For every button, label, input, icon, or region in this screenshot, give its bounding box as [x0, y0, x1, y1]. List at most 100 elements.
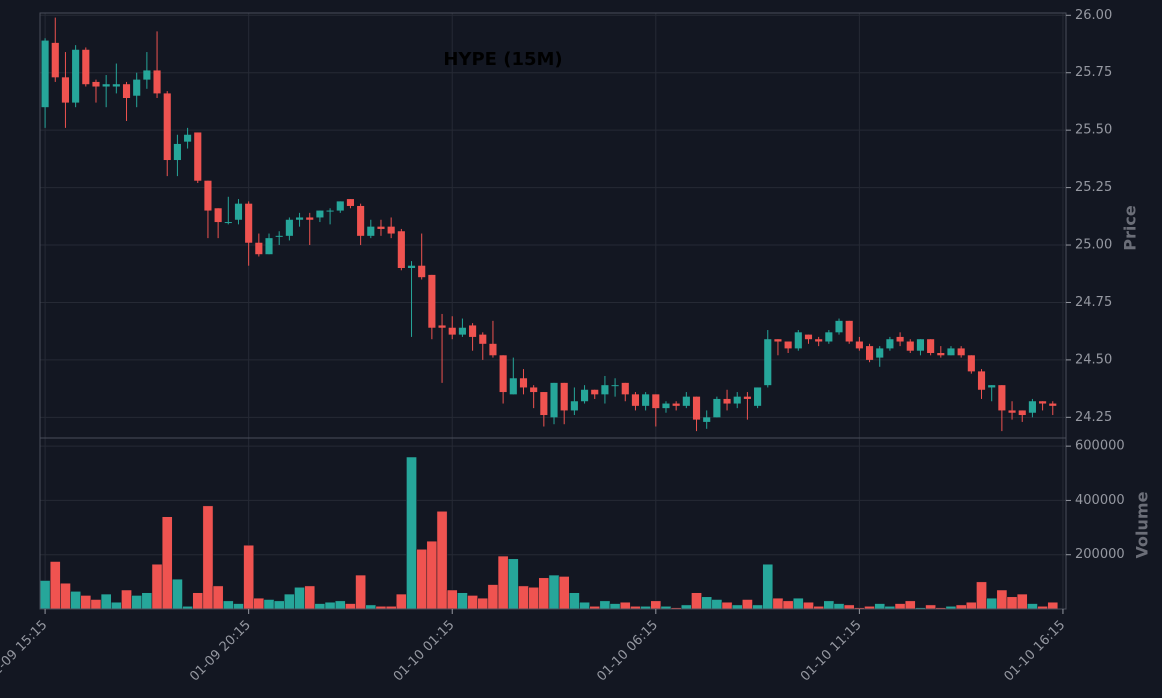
volume-bar [986, 597, 998, 610]
candle-body [61, 77, 70, 103]
volume-bar [894, 603, 906, 610]
candle-body [733, 396, 741, 404]
volume-bar [345, 603, 356, 610]
candle-body [876, 348, 884, 358]
candle-body [448, 327, 456, 335]
candle-body [794, 332, 802, 349]
candle-body [906, 341, 914, 351]
volume-bar [579, 601, 590, 610]
candle-body [967, 355, 975, 372]
volume-bar [324, 601, 336, 610]
candle-body [489, 343, 497, 356]
volume-bar [843, 604, 855, 610]
candle-body [947, 348, 955, 356]
candle-body [499, 355, 507, 393]
candle-body [224, 222, 232, 224]
volume-bar [762, 563, 774, 610]
candle-body [774, 339, 782, 342]
volume-bar [192, 592, 204, 610]
candle-body [509, 378, 517, 395]
candle-body [815, 339, 823, 342]
volume-bar [833, 603, 845, 610]
candle-body [1028, 401, 1036, 413]
chart-title: HYPE (15M) [443, 49, 562, 70]
candle-body [316, 210, 324, 218]
y-tick-label: 24.50 [1075, 352, 1112, 367]
y-tick-label: 25.25 [1075, 180, 1112, 195]
candle-body [82, 49, 90, 85]
volume-bar [599, 600, 611, 610]
candle-body [102, 84, 110, 87]
volume-bar [477, 597, 489, 610]
volume-bar [619, 601, 631, 610]
candle-body [916, 339, 925, 351]
candle-body [377, 226, 385, 229]
candle-body [428, 274, 436, 328]
volume-bar [721, 601, 733, 610]
y-axis-label: Price [1121, 205, 1140, 251]
candle-body [692, 396, 701, 420]
volume-bar [772, 597, 784, 610]
volume-bar [1027, 603, 1038, 610]
volume-bar [436, 511, 448, 610]
candle-body [631, 394, 640, 406]
candle-body [275, 235, 283, 237]
volume-bar [701, 596, 713, 610]
marks [39, 17, 1059, 610]
candle-body [346, 199, 355, 206]
candle-body [458, 327, 466, 335]
candle-body [550, 382, 558, 418]
y2-tick-label: 600000 [1075, 439, 1125, 454]
candle-body [621, 382, 629, 395]
candle-body [397, 231, 405, 268]
candle-body [703, 417, 711, 422]
volume-bar [60, 582, 71, 610]
volume-panel-frame [39, 437, 1067, 610]
volume-bar [233, 603, 244, 610]
candle-body [1049, 403, 1057, 406]
grid [40, 13, 1066, 609]
volume-bar [925, 604, 936, 610]
candle-body [1018, 410, 1026, 416]
candle-body [580, 389, 589, 402]
candle-body [479, 334, 487, 344]
candle-body [143, 70, 151, 80]
volume-bar [39, 580, 51, 610]
volume-bar [996, 589, 1008, 610]
volume-bar [355, 574, 366, 610]
volume-bar [100, 593, 112, 610]
y-tick-label: 24.75 [1075, 295, 1112, 310]
volume-bar [518, 585, 529, 610]
volume-bar [711, 599, 723, 610]
volume-bar [497, 555, 509, 610]
candle-body [153, 70, 161, 94]
candle-body [204, 180, 212, 211]
candle-body [357, 205, 365, 236]
candle-body [611, 385, 619, 387]
candle-body [469, 325, 477, 337]
y-tick-label: 26.00 [1075, 8, 1112, 23]
candle-body [245, 203, 253, 243]
candle-body [1039, 401, 1047, 404]
volume-bar [803, 601, 814, 610]
volume-bar [396, 593, 407, 610]
candle-body [530, 387, 538, 393]
volume-bar [212, 585, 224, 610]
volume-bar [151, 563, 163, 610]
volume-bar [742, 599, 753, 610]
volume-bar [558, 576, 570, 610]
volume-bar [528, 587, 539, 610]
candle-body [41, 40, 49, 108]
volume-bar [792, 597, 804, 610]
y2-axis-label: Volume [1133, 491, 1152, 558]
candle-body [407, 265, 416, 268]
volume-bar [131, 595, 143, 610]
volume-bar [691, 592, 702, 610]
candle-body [306, 217, 314, 220]
candle-body [367, 226, 375, 236]
candle-body [896, 336, 904, 342]
volume-bar [1016, 593, 1028, 610]
volume-bar [273, 600, 285, 610]
candle-body [438, 325, 446, 328]
